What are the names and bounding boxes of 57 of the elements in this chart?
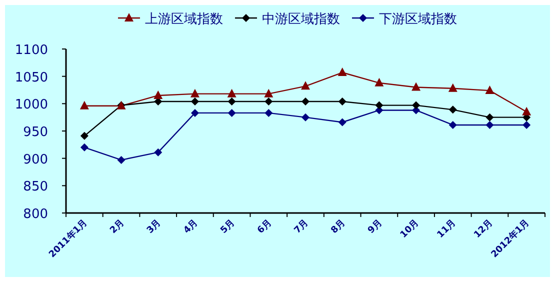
legend-label: 中游区域指数 bbox=[262, 12, 340, 27]
y-tick-label: 1050 bbox=[14, 70, 48, 86]
point bbox=[302, 113, 310, 122]
point bbox=[264, 88, 274, 98]
x-tick-label: 7月 bbox=[292, 217, 311, 236]
legend-上游区域指数: 上游区域指数 bbox=[118, 12, 223, 27]
x-tick-label: 2月 bbox=[108, 217, 126, 236]
point bbox=[228, 108, 236, 117]
x-tick-label: 4月 bbox=[182, 217, 200, 236]
point bbox=[485, 86, 494, 94]
point bbox=[448, 83, 458, 92]
x-tick-label: 3月 bbox=[144, 217, 164, 236]
point bbox=[80, 100, 89, 110]
x-tick-label: 8月 bbox=[328, 217, 348, 236]
y-tick-label: 1000 bbox=[14, 98, 48, 113]
y-tick-label: 800 bbox=[23, 207, 48, 222]
point bbox=[374, 78, 384, 86]
x-tick-label: 11月 bbox=[435, 217, 458, 240]
point bbox=[228, 97, 236, 106]
y-tick-label: 850 bbox=[23, 180, 48, 195]
x-tick-label: 10月 bbox=[398, 217, 422, 240]
point bbox=[190, 97, 199, 106]
point bbox=[301, 81, 310, 90]
legend-下游区域指数: 下游区域指数 bbox=[352, 12, 457, 27]
point bbox=[412, 82, 421, 91]
legend-中游区域指数: 中游区域指数 bbox=[235, 12, 340, 27]
point bbox=[412, 101, 420, 110]
x-tick-label: 12月 bbox=[472, 217, 495, 240]
y-tick-label: 1100 bbox=[14, 43, 48, 58]
point bbox=[486, 113, 494, 122]
point bbox=[338, 97, 346, 106]
x-tick-label: 6月 bbox=[255, 217, 274, 236]
point bbox=[302, 97, 310, 106]
point bbox=[264, 108, 273, 117]
point bbox=[190, 108, 199, 117]
point bbox=[80, 132, 88, 140]
point bbox=[448, 106, 457, 114]
point bbox=[154, 148, 162, 156]
point bbox=[227, 88, 236, 98]
point bbox=[264, 97, 273, 106]
point bbox=[154, 90, 163, 99]
y-tick-label: 900 bbox=[23, 152, 48, 168]
legend-label: 下游区域指数 bbox=[379, 12, 457, 27]
point bbox=[117, 156, 126, 164]
point bbox=[375, 101, 384, 110]
x-tick-label: 5月 bbox=[218, 217, 237, 236]
y-tick-label: 950 bbox=[23, 125, 48, 140]
point bbox=[486, 120, 494, 129]
legend-label: 上游区域指数 bbox=[145, 12, 223, 27]
point bbox=[80, 143, 88, 152]
x-tick-label: 9月 bbox=[366, 217, 384, 236]
point bbox=[338, 118, 346, 126]
point bbox=[338, 68, 347, 76]
point bbox=[522, 106, 532, 116]
point bbox=[522, 120, 531, 129]
point bbox=[448, 120, 457, 129]
point bbox=[190, 88, 200, 98]
